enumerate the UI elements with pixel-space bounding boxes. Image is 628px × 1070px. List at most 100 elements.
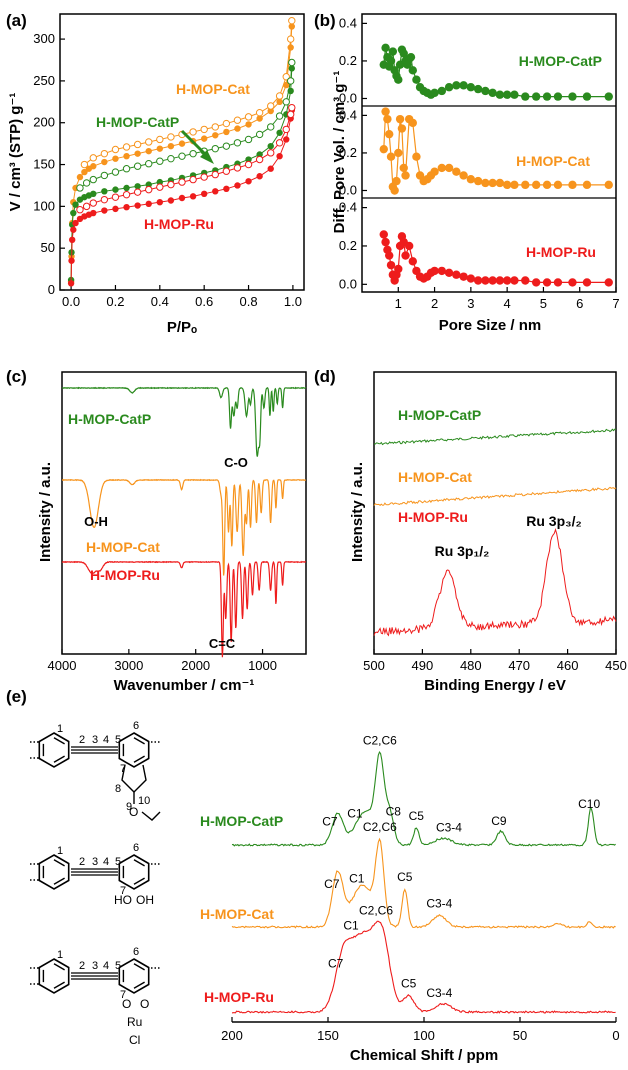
b-series-point <box>488 88 497 98</box>
a-ads-point <box>134 202 141 209</box>
structure-catp: 1 2 3 4 56 7 89 10O <box>30 720 161 821</box>
a-ads-point <box>287 44 294 51</box>
b-series-point <box>408 66 417 75</box>
b-ytick-label: 0.2 <box>339 238 357 253</box>
b-series-point <box>395 114 405 124</box>
b-xtick-label: 5 <box>540 296 547 311</box>
a-ads-point <box>81 168 88 176</box>
b-series-point <box>383 114 392 124</box>
d-xtick-label: 480 <box>460 658 482 673</box>
d-spectrum-line <box>373 428 617 446</box>
panel-c-annot-co: C-O <box>224 455 248 470</box>
a-des-point <box>267 149 275 157</box>
a-xtick-label: 0.0 <box>62 294 80 309</box>
e-xtick-label: 100 <box>413 1028 435 1043</box>
e-peak-label: C10 <box>578 797 600 811</box>
double-bond <box>133 755 145 763</box>
panel-a-label-ru: H-MOP-Ru <box>144 216 214 232</box>
a-ads-point <box>276 152 283 160</box>
a-des-point <box>167 180 175 189</box>
a-des-point <box>211 123 219 131</box>
d-xtick-label: 470 <box>508 658 530 673</box>
a-ads-point <box>245 178 252 185</box>
a-ads-point <box>134 183 141 190</box>
double-bond <box>133 859 145 867</box>
a-des-point <box>80 160 89 169</box>
a-ads-point <box>223 185 230 192</box>
atom-number: 2 <box>79 734 85 746</box>
panel-a-xlabel: P/Pₒ <box>167 319 197 336</box>
a-des-point <box>100 149 109 158</box>
e-peak-label: C1 <box>343 919 359 933</box>
a-ads-point <box>67 280 75 287</box>
b-series-point <box>466 274 476 283</box>
b-xtick-label: 7 <box>612 296 619 311</box>
a-des-point <box>82 202 91 211</box>
b-series-point <box>502 180 512 190</box>
c-xtick-label: 3000 <box>114 658 143 673</box>
panel-c-ftir: 4000 3000 2000 1000 Wavenumber / cm⁻¹ Inten… <box>37 371 307 694</box>
b-series-point <box>444 268 454 278</box>
e-xtick-label: 50 <box>513 1028 527 1043</box>
c-xtick-label: 1000 <box>248 658 277 673</box>
b-series-point <box>386 152 396 161</box>
a-ads-point <box>234 182 241 189</box>
a-ads-point <box>112 155 119 162</box>
atom-number: 6 <box>133 842 139 854</box>
double-bond <box>133 877 145 885</box>
panel-c-annot-oh: O-H <box>84 514 108 529</box>
a-ads-point <box>68 257 75 264</box>
panel-c-ylabel: Intensity / a.u. <box>37 462 54 562</box>
a-des-point <box>89 199 97 207</box>
a-ads-point <box>112 205 119 213</box>
a-ads-point <box>167 197 175 204</box>
a-des-point <box>244 160 253 169</box>
panel-label-e: (e) <box>6 687 27 706</box>
b-series-point <box>466 83 476 92</box>
b-ytick-label: 0.0 <box>339 182 357 197</box>
b-series-point <box>452 167 461 176</box>
atom-number: 1 <box>57 845 63 857</box>
b-series-point <box>521 276 530 285</box>
b-xtick-label: 2 <box>431 296 438 311</box>
b-series-point <box>430 88 439 98</box>
b-xtick-label: 3 <box>467 296 474 311</box>
a-des-point <box>244 113 253 121</box>
b-series-point <box>394 264 403 274</box>
b-series-point <box>401 251 410 260</box>
b-ytick-label: 0.4 <box>339 107 357 122</box>
a-ads-point <box>234 125 241 132</box>
a-des-point <box>76 206 84 214</box>
b-xtick-label: 1 <box>395 296 402 311</box>
a-des-point <box>133 162 142 170</box>
panel-c-annot-cc: C=C <box>209 636 236 651</box>
a-ads-point <box>101 188 108 195</box>
panel-a-ylabel: V / cm³ (STP) g⁻¹ <box>7 93 24 212</box>
e-spectrum-line <box>231 750 616 847</box>
b-series-point <box>430 266 439 276</box>
a-ads-point <box>245 156 252 163</box>
a-ads-point <box>70 226 77 233</box>
a-des-point <box>122 143 131 151</box>
b-series-point <box>386 260 396 270</box>
c-xtick-label: 4000 <box>48 658 77 673</box>
b-series-point <box>481 276 490 285</box>
a-ads-point <box>267 142 274 150</box>
a-ads-point <box>134 150 141 157</box>
a-des-point <box>145 160 153 168</box>
a-ytick-label: 0 <box>48 282 55 297</box>
a-des-point <box>133 188 142 196</box>
c-spectrum-line <box>61 560 307 658</box>
atom-number: 3 <box>92 734 98 746</box>
a-ads-point <box>245 121 252 128</box>
a-ads-point <box>145 181 152 188</box>
a-des-point <box>286 35 295 43</box>
e-xtick-label: 200 <box>221 1028 243 1043</box>
a-ads-point <box>123 204 130 211</box>
e-peak-label: C3-4 <box>426 897 452 911</box>
b-series-point <box>604 180 613 190</box>
a-ads-point <box>212 132 219 139</box>
atom-number: 4 <box>103 960 109 972</box>
atom-number: 7 <box>120 763 126 775</box>
b-series-point <box>388 47 398 56</box>
